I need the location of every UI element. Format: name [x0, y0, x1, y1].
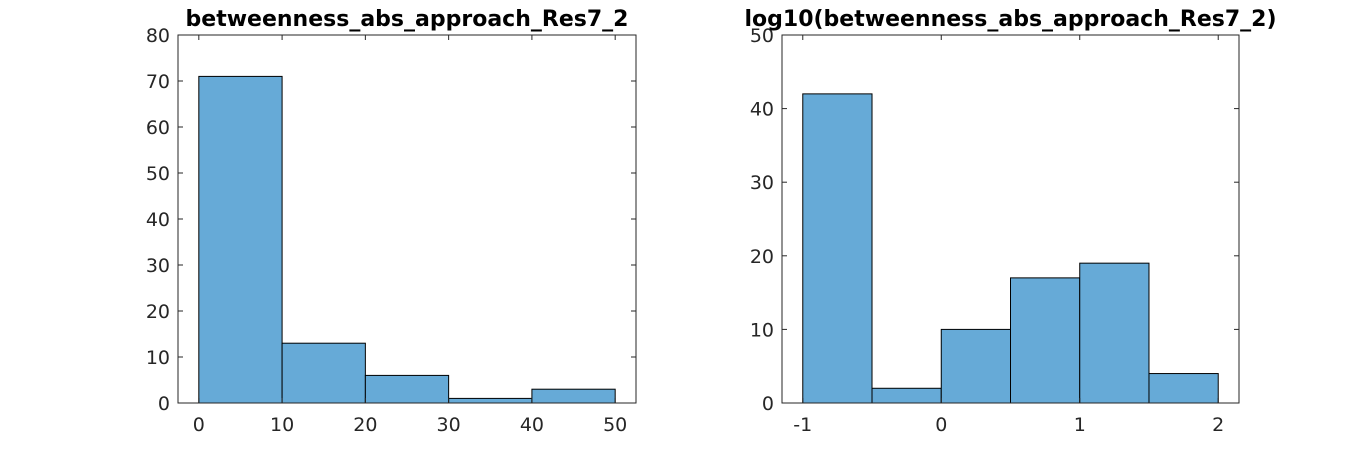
x-tick-label: 40: [520, 414, 544, 436]
axes-box: [781, 34, 1240, 404]
histogram-bar: [802, 93, 873, 404]
y-tick-label: 10: [750, 319, 774, 341]
chart-title: log10(betweenness_abs_approach_Res7_2): [744, 7, 1276, 32]
histogram-bar: [1079, 262, 1150, 404]
histogram-bar: [364, 374, 450, 404]
x-tick-label: -1: [793, 414, 812, 436]
histogram-bar: [1010, 277, 1081, 404]
y-tick-label: 50: [146, 163, 170, 185]
y-tick-label: 30: [750, 172, 774, 194]
y-tick-label: 0: [158, 393, 170, 415]
y-tick-label: 80: [146, 25, 170, 47]
histogram-left: 0 10 20 30 40 50 0 10 20 30 40 50 60 70 80 betweenness_…: [146, 7, 637, 436]
histogram-right: -1 0 1 201020304050log10(betweenness_abs_ap…: [744, 7, 1276, 436]
histogram-bar: [531, 388, 616, 404]
histogram-bar: [281, 342, 366, 404]
histogram-bar: [1148, 373, 1219, 404]
x-tick-label: 2: [1212, 414, 1224, 436]
y-tick-label: 10: [146, 347, 170, 369]
x-tick-label: 1: [1074, 414, 1086, 436]
x-tick-label: 20: [353, 414, 377, 436]
histogram-bar: [448, 397, 533, 404]
x-tick-label: 10: [270, 414, 294, 436]
y-tick-label: 70: [146, 71, 170, 93]
x-tick-label: 0: [935, 414, 947, 436]
y-tick-label: 40: [750, 99, 774, 121]
y-tick-label: 20: [146, 301, 170, 323]
histogram-bar: [871, 387, 942, 404]
x-tick-label: 30: [437, 414, 461, 436]
x-tick-label: 0: [193, 414, 205, 436]
histogram-bar: [198, 75, 283, 404]
y-tick-label: 0: [762, 393, 774, 415]
histogram-bar: [940, 328, 1011, 404]
y-tick-label: 20: [750, 246, 774, 268]
y-tick-label: 40: [146, 209, 170, 231]
chart-title: betweenness_abs_approach_Res7_2: [186, 7, 629, 32]
y-tick-label: 50: [750, 25, 774, 47]
x-tick-label: 50: [603, 414, 627, 436]
y-tick-label: 60: [146, 117, 170, 139]
y-tick-label: 30: [146, 255, 170, 277]
